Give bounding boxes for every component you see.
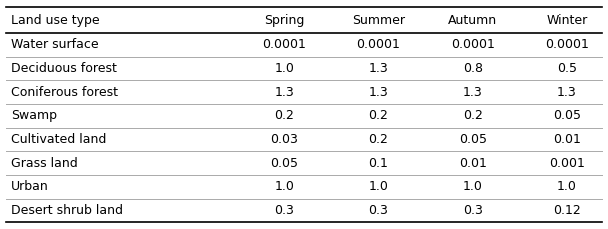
- Text: 0.2: 0.2: [368, 109, 389, 122]
- Text: 0.8: 0.8: [463, 62, 483, 75]
- Text: 0.12: 0.12: [553, 204, 581, 217]
- Text: 0.01: 0.01: [553, 133, 581, 146]
- Text: 1.0: 1.0: [368, 180, 389, 193]
- Text: 0.05: 0.05: [553, 109, 581, 122]
- Text: 0.5: 0.5: [557, 62, 577, 75]
- Text: 0.0001: 0.0001: [262, 38, 306, 52]
- Text: 1.0: 1.0: [557, 180, 577, 193]
- Text: Winter: Winter: [547, 14, 587, 27]
- Text: 0.3: 0.3: [274, 204, 294, 217]
- Text: 0.0001: 0.0001: [356, 38, 401, 52]
- Text: 0.2: 0.2: [368, 133, 389, 146]
- Text: 0.2: 0.2: [274, 109, 294, 122]
- Text: 0.2: 0.2: [463, 109, 483, 122]
- Text: 1.3: 1.3: [274, 86, 294, 99]
- Text: Deciduous forest: Deciduous forest: [11, 62, 117, 75]
- Text: Grass land: Grass land: [11, 157, 78, 170]
- Text: 0.1: 0.1: [368, 157, 389, 170]
- Text: Cultivated land: Cultivated land: [11, 133, 106, 146]
- Text: 1.0: 1.0: [463, 180, 483, 193]
- Text: Summer: Summer: [352, 14, 405, 27]
- Text: 0.01: 0.01: [459, 157, 486, 170]
- Text: Spring: Spring: [264, 14, 305, 27]
- Text: 1.3: 1.3: [368, 86, 389, 99]
- Text: Coniferous forest: Coniferous forest: [11, 86, 118, 99]
- Text: 0.3: 0.3: [368, 204, 389, 217]
- Text: 0.03: 0.03: [271, 133, 298, 146]
- Text: 0.3: 0.3: [463, 204, 483, 217]
- Text: Water surface: Water surface: [11, 38, 98, 52]
- Text: 1.3: 1.3: [557, 86, 577, 99]
- Text: Urban: Urban: [11, 180, 49, 193]
- Text: Land use type: Land use type: [11, 14, 100, 27]
- Text: Swamp: Swamp: [11, 109, 57, 122]
- Text: 0.05: 0.05: [270, 157, 299, 170]
- Text: 0.001: 0.001: [549, 157, 585, 170]
- Text: 1.0: 1.0: [274, 180, 294, 193]
- Text: 1.3: 1.3: [368, 62, 389, 75]
- Text: 0.0001: 0.0001: [545, 38, 589, 52]
- Text: 1.0: 1.0: [274, 62, 294, 75]
- Text: 1.3: 1.3: [463, 86, 483, 99]
- Text: 0.0001: 0.0001: [451, 38, 495, 52]
- Text: Autumn: Autumn: [448, 14, 497, 27]
- Text: 0.05: 0.05: [458, 133, 487, 146]
- Text: Desert shrub land: Desert shrub land: [11, 204, 123, 217]
